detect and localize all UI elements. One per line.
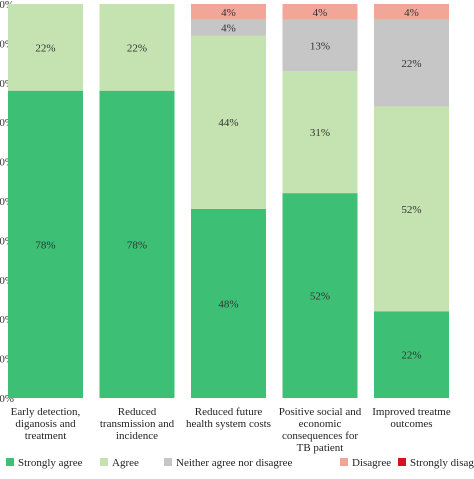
data-label: 52%	[401, 204, 421, 216]
data-label: 22%	[127, 42, 147, 54]
bar-segment	[191, 19, 266, 36]
category-label: Reduced future health system costs	[186, 406, 271, 430]
data-label: 4%	[221, 23, 236, 35]
bar-segment	[8, 90, 83, 399]
legend-label: Neither agree nor disagree	[176, 457, 292, 469]
data-label: 4%	[221, 7, 236, 19]
legend-swatch	[398, 458, 406, 466]
legend-label: Agree	[112, 457, 139, 469]
data-label: 22%	[35, 42, 55, 54]
category-labels: Early detection, diganosis and treatment Re…	[11, 406, 451, 454]
bar-segment	[191, 4, 266, 20]
bar-segment	[282, 70, 358, 194]
bar-segment	[374, 311, 449, 398]
legend-swatch	[340, 458, 348, 466]
bar-segment	[374, 19, 449, 107]
bar-segment	[191, 35, 266, 209]
legend: Strongly agree Agree Neither agree nor dis…	[6, 457, 474, 469]
y-tick-label: 0%	[0, 0, 14, 11]
category-label: Improved treatme outcomes	[372, 406, 451, 430]
bar-segment	[99, 90, 175, 399]
bar-segment	[99, 4, 175, 91]
legend-label: Strongly disagre	[410, 457, 474, 469]
category-label: Early detection, diganosis and treatment	[11, 406, 81, 442]
bar-segment	[374, 106, 449, 312]
data-label: 78%	[35, 239, 55, 251]
bar-segment	[282, 4, 358, 20]
category-label: Reduced transmission and incidence	[100, 406, 175, 442]
legend-swatch	[164, 458, 172, 466]
data-label: 31%	[310, 127, 330, 139]
data-label: 22%	[401, 58, 421, 70]
bar-segment	[282, 193, 358, 398]
legend-label: Strongly agree	[18, 457, 83, 469]
bar-segment	[8, 4, 83, 91]
legend-label: Disagree	[352, 457, 391, 469]
bar-segment	[374, 4, 449, 20]
data-label: 13%	[310, 40, 330, 52]
bars: 78% 22% 78% 22% 48% 44% 4% 4% 52% 31% 13% 4% 22% 52% 2…	[8, 4, 449, 399]
data-label: 44%	[218, 117, 238, 129]
data-label: 22%	[401, 350, 421, 362]
legend-swatch	[100, 458, 108, 466]
data-label: 4%	[404, 7, 419, 19]
data-label: 52%	[310, 291, 330, 303]
legend-swatch	[6, 458, 14, 466]
data-label: 48%	[218, 298, 238, 310]
data-label: 78%	[127, 239, 147, 251]
category-label: Positive social and economic consequences …	[279, 406, 362, 454]
bar-segment	[282, 19, 358, 71]
data-label: 4%	[313, 7, 328, 19]
bar-segment	[191, 208, 266, 398]
